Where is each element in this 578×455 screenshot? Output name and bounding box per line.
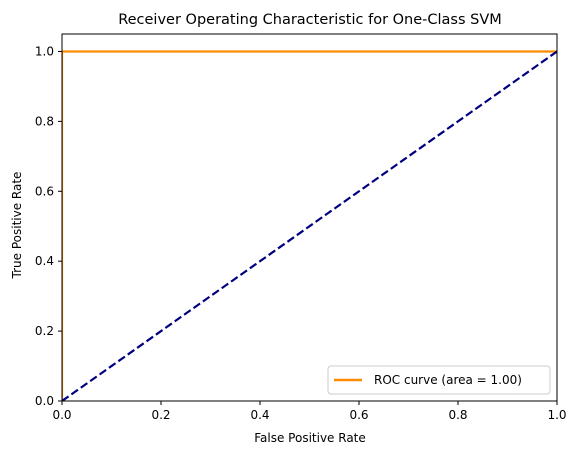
x-axis-ticks: 0.0 0.2 0.4 0.6 0.8 1.0 xyxy=(52,401,567,422)
y-tick-label: 0.4 xyxy=(35,254,54,268)
legend-label-roc: ROC curve (area = 1.00) xyxy=(374,373,522,387)
chance-diagonal-line xyxy=(62,50,557,401)
y-tick-label: 0.0 xyxy=(35,394,54,408)
x-axis-label: False Positive Rate xyxy=(254,431,366,445)
x-tick-label: 0.6 xyxy=(349,408,368,422)
x-tick-label: 0.4 xyxy=(250,408,269,422)
y-tick-label: 0.2 xyxy=(35,324,54,338)
x-tick-label: 1.0 xyxy=(547,408,566,422)
x-tick-label: 0.8 xyxy=(448,408,467,422)
x-tick-label: 0.2 xyxy=(151,408,170,422)
plot-area xyxy=(61,33,558,402)
y-axis-label: True Positive Rate xyxy=(10,172,24,280)
x-tick-label: 0.0 xyxy=(52,408,71,422)
series-group xyxy=(62,50,557,401)
y-tick-label: 0.6 xyxy=(35,184,54,198)
plot-frame xyxy=(61,33,558,402)
y-tick-label: 1.0 xyxy=(35,44,54,58)
y-tick-label: 0.8 xyxy=(35,114,54,128)
roc-curve-line xyxy=(62,50,557,401)
chart-title: Receiver Operating Characteristic for On… xyxy=(118,12,502,28)
legend-box xyxy=(327,365,551,395)
legend: ROC curve (area = 1.00) xyxy=(327,365,551,395)
y-axis-ticks: 0.0 0.2 0.4 0.6 0.8 1.0 xyxy=(35,44,62,408)
